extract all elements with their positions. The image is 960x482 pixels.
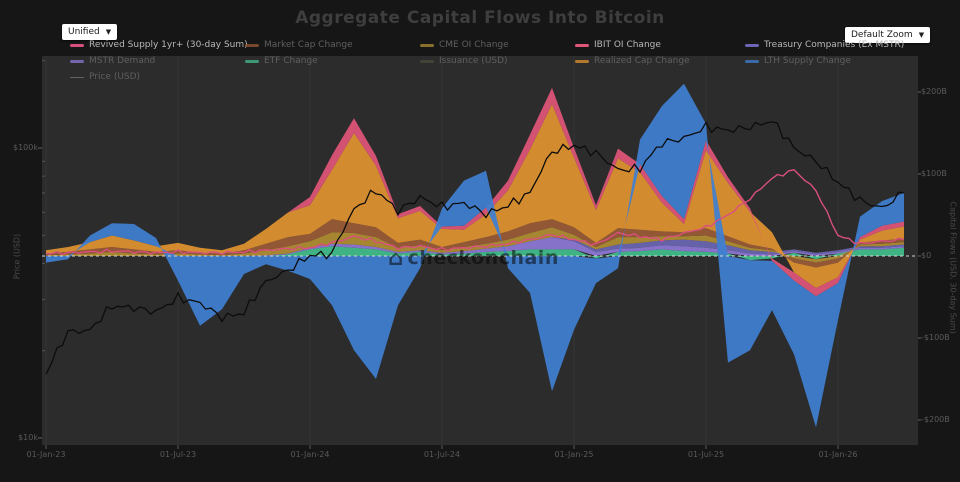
legend-label: MSTR Demand	[89, 56, 156, 66]
legend-marker	[70, 76, 84, 78]
x-tick-label: 01-Jan-26	[818, 450, 858, 459]
right-tick-label: -$200B	[921, 415, 950, 424]
legend-marker	[420, 43, 434, 47]
right-tick-label: $100B	[921, 169, 947, 178]
legend-item[interactable]: Treasury Companies (Ex MSTR)	[745, 40, 904, 50]
legend-item[interactable]: LTH Supply Change	[745, 56, 851, 66]
x-tick-label: 01-Jan-25	[554, 450, 594, 459]
watermark: ⌂ checkonchain	[388, 246, 559, 270]
legend-label: Issuance (USD)	[439, 56, 508, 66]
legend-marker	[745, 59, 759, 63]
legend-marker	[575, 59, 589, 63]
chevron-down-icon: ▼	[105, 28, 112, 36]
watermark-text: checkonchain	[407, 247, 559, 269]
legend-marker	[575, 43, 589, 47]
zoom-dropdown-value: Default Zoom	[851, 30, 913, 40]
legend-item[interactable]: ETF Change	[245, 56, 318, 66]
legend-item[interactable]: Issuance (USD)	[420, 56, 508, 66]
legend-marker	[745, 43, 759, 47]
legend-item[interactable]: MSTR Demand	[70, 56, 155, 66]
right-tick-label: $0	[921, 251, 932, 260]
legend-item[interactable]: Revived Supply 1yr+ (30-day Sum)	[70, 40, 248, 50]
legend-label: LTH Supply Change	[764, 56, 851, 66]
legend-label: Price (USD)	[89, 72, 141, 82]
x-tick-label: 01-Jul-25	[687, 450, 725, 459]
page-title: Aggregate Capital Flows Into Bitcoin	[295, 8, 665, 28]
right-tick-label: $200B	[921, 87, 947, 96]
chevron-down-icon: ▼	[918, 31, 925, 39]
legend-item[interactable]: IBIT OI Change	[575, 40, 661, 50]
unified-dropdown[interactable]: Unified ▼	[62, 24, 118, 40]
legend-label: IBIT OI Change	[594, 40, 661, 50]
legend-marker	[70, 43, 84, 47]
x-tick-label: 01-Jan-23	[26, 450, 66, 459]
x-tick-label: 01-Jan-24	[290, 450, 330, 459]
x-tick-label: 01-Jul-23	[159, 450, 197, 459]
legend-label: CME OI Change	[439, 40, 509, 50]
legend-marker	[420, 59, 434, 63]
legend-marker	[70, 59, 84, 63]
unified-dropdown-value: Unified	[68, 27, 100, 37]
checkonchain-logo-icon: ⌂	[388, 246, 404, 270]
zoom-dropdown[interactable]: Default Zoom ▼	[845, 27, 931, 43]
legend-label: Market Cap Change	[264, 40, 353, 50]
legend-item[interactable]: CME OI Change	[420, 40, 509, 50]
right-tick-label: -$100B	[921, 333, 950, 342]
legend-marker	[245, 43, 259, 47]
x-tick-label: 01-Jul-24	[423, 450, 461, 459]
left-tick-label: $100k	[13, 143, 38, 152]
legend-item[interactable]: Market Cap Change	[245, 40, 353, 50]
legend-item[interactable]: Price (USD)	[70, 72, 140, 82]
legend-label: Realized Cap Change	[594, 56, 690, 66]
left-tick-label: $10k	[18, 433, 38, 442]
legend-label: Revived Supply 1yr+ (30-day Sum)	[89, 40, 248, 50]
right-axis-title: Capital Flows (USD, 30-day Sum)	[948, 201, 958, 334]
legend-label: ETF Change	[264, 56, 318, 66]
legend-label: Treasury Companies (Ex MSTR)	[764, 40, 905, 50]
left-axis-title: Price (USD)	[12, 233, 22, 280]
legend-item[interactable]: Realized Cap Change	[575, 56, 690, 66]
legend-marker	[245, 59, 259, 63]
